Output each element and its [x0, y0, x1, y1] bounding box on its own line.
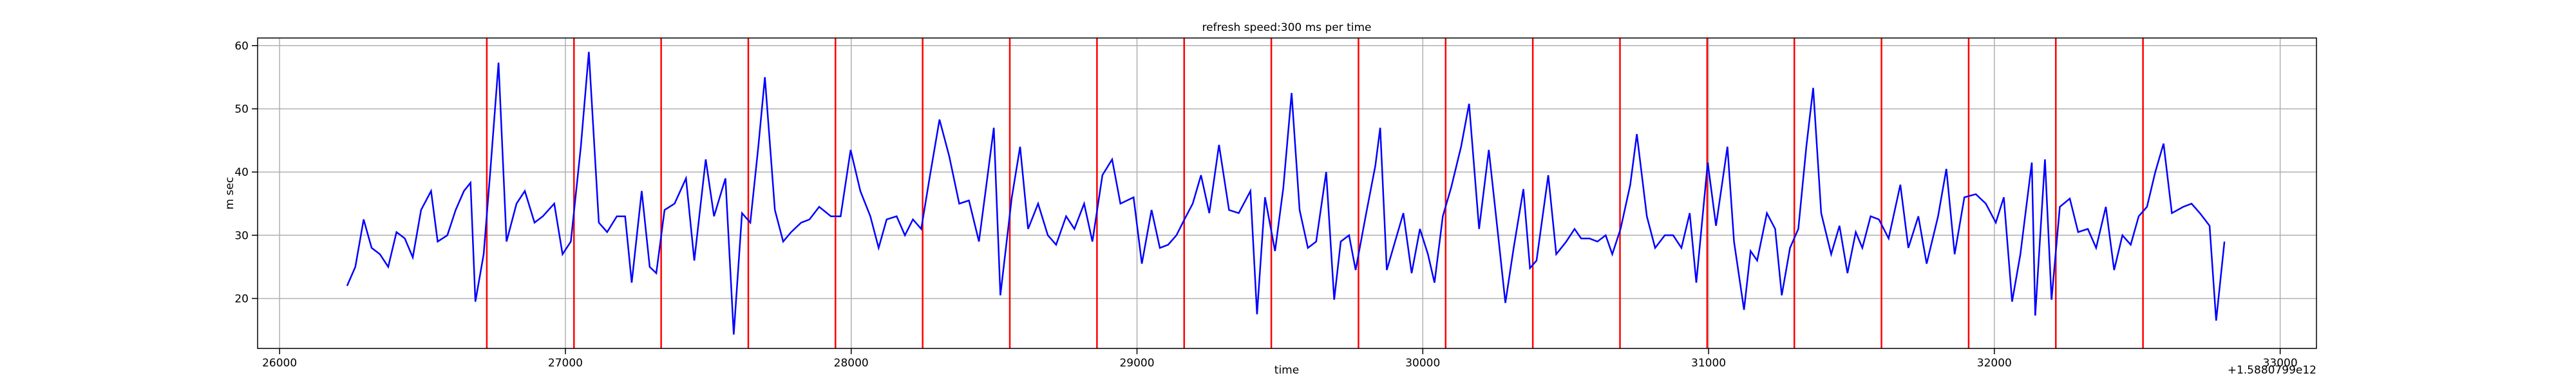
x-tick-label: 32000 — [1977, 357, 2012, 370]
y-tick-label: 50 — [234, 103, 249, 116]
x-tick-label: 26000 — [262, 357, 297, 370]
y-tick-label: 40 — [234, 166, 249, 179]
chart-title: refresh speed:300 ms per time — [1202, 21, 1372, 34]
x-tick-label: 27000 — [548, 357, 583, 370]
x-offset-label: +1.5880799e12 — [2228, 364, 2316, 377]
y-tick-label: 60 — [234, 40, 249, 53]
y-tick-label: 20 — [234, 292, 249, 305]
x-tick-label: 30000 — [1405, 357, 1440, 370]
plot-frame — [257, 37, 2317, 349]
x-axis-label: time — [1274, 364, 1299, 377]
y-axis-label: m sec — [223, 177, 236, 210]
x-tick-label: 31000 — [1691, 357, 1726, 370]
x-tick-label: 28000 — [834, 357, 869, 370]
x-tick-label: 33000 — [2263, 357, 2298, 370]
x-tick-label: 29000 — [1119, 357, 1154, 370]
y-tick-label: 30 — [234, 229, 249, 242]
data-line — [346, 52, 2226, 335]
